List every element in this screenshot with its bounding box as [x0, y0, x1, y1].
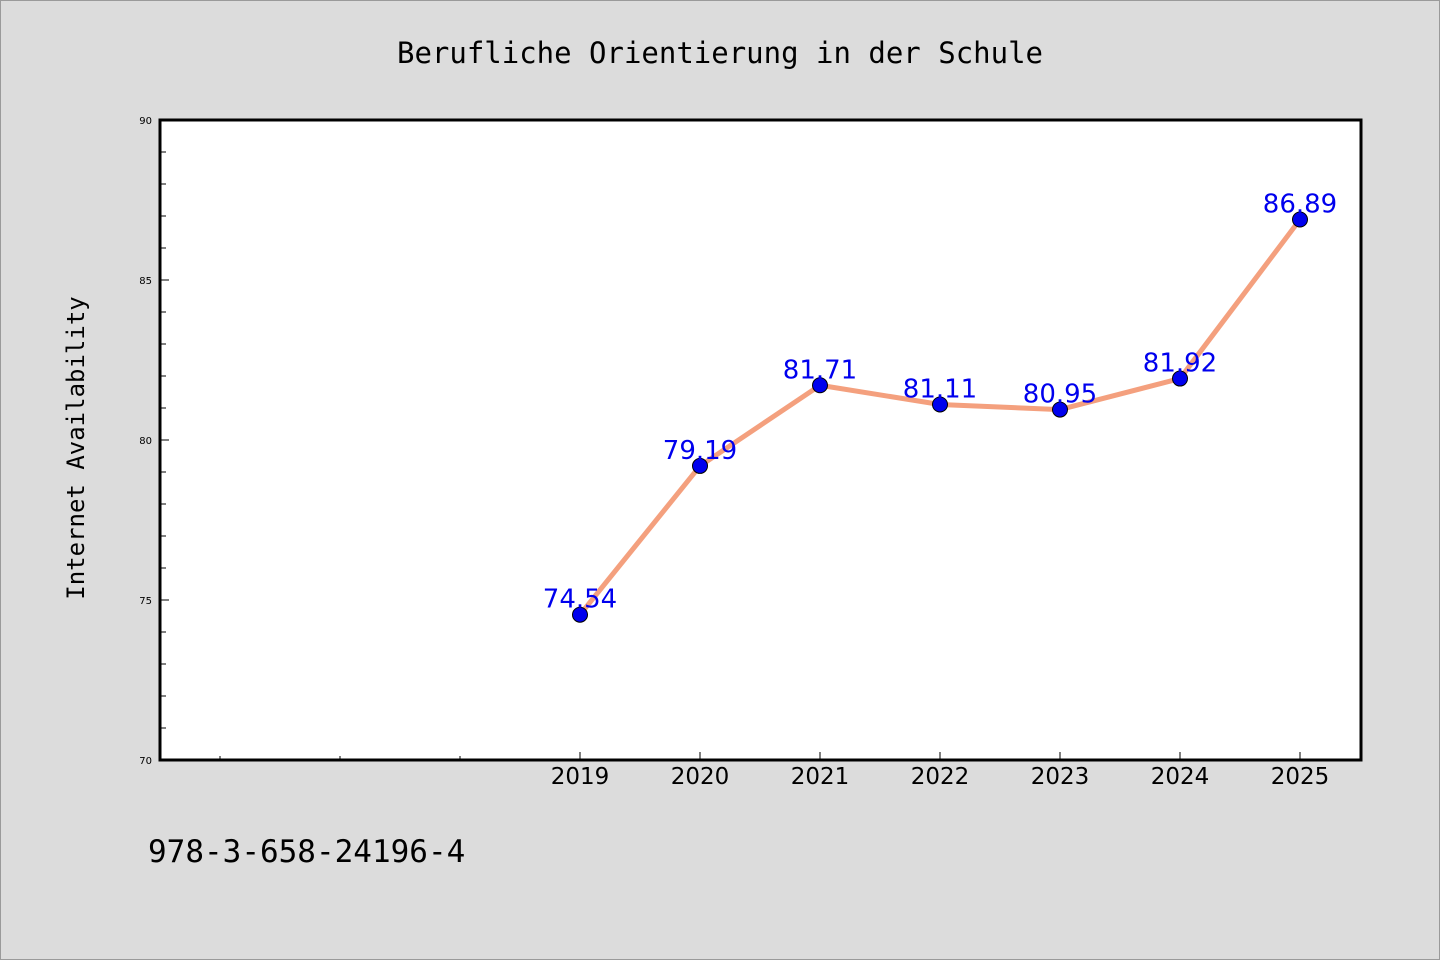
y-axis-label: Internet Availability: [62, 296, 90, 599]
data-point-marker: [1172, 370, 1188, 387]
data-markers: [572, 211, 1308, 623]
data-labels: 74.54 79.19 81.71 81.11 80.95 81.92 86.89: [543, 190, 1337, 615]
data-point-marker: [1292, 211, 1308, 228]
x-tick-label: 2021: [791, 764, 850, 790]
y-tick-label: 75: [139, 596, 152, 607]
footer-code: 978-3-658-24196-4: [148, 834, 466, 870]
y-tick-label: 90: [139, 116, 152, 127]
plot-border: [158, 118, 1363, 762]
y-tick-label: 70: [139, 756, 152, 767]
x-tick-label: 2020: [671, 764, 730, 790]
y-tick-label: 85: [139, 276, 152, 287]
data-point-label: 81.71: [783, 355, 857, 385]
data-point-label: 74.54: [543, 585, 617, 615]
plot-area: [160, 120, 1361, 760]
x-tick-label: 2022: [911, 764, 970, 790]
data-point-marker: [692, 457, 708, 474]
data-point-marker: [812, 377, 828, 394]
chart-title: Berufliche Orientierung in der Schule: [397, 36, 1043, 70]
data-point-label: 79.19: [663, 436, 737, 466]
x-tick-label: 2019: [551, 764, 610, 790]
x-tick-label: 2023: [1031, 764, 1090, 790]
data-point-label: 86.89: [1263, 190, 1337, 220]
data-point-label: 81.11: [903, 374, 977, 404]
x-tick-label: 2024: [1151, 764, 1210, 790]
data-point-label: 81.92: [1143, 349, 1217, 379]
data-point-marker: [572, 606, 588, 623]
data-point-marker: [932, 396, 948, 413]
data-point-label: 80.95: [1023, 380, 1097, 410]
y-tick-label: 80: [139, 436, 152, 447]
x-axis-ticks: 2019 2020 2021 2022 2023 2024 2025: [219, 752, 1330, 790]
data-point-marker: [1052, 401, 1068, 418]
x-tick-label: 2025: [1271, 764, 1330, 790]
